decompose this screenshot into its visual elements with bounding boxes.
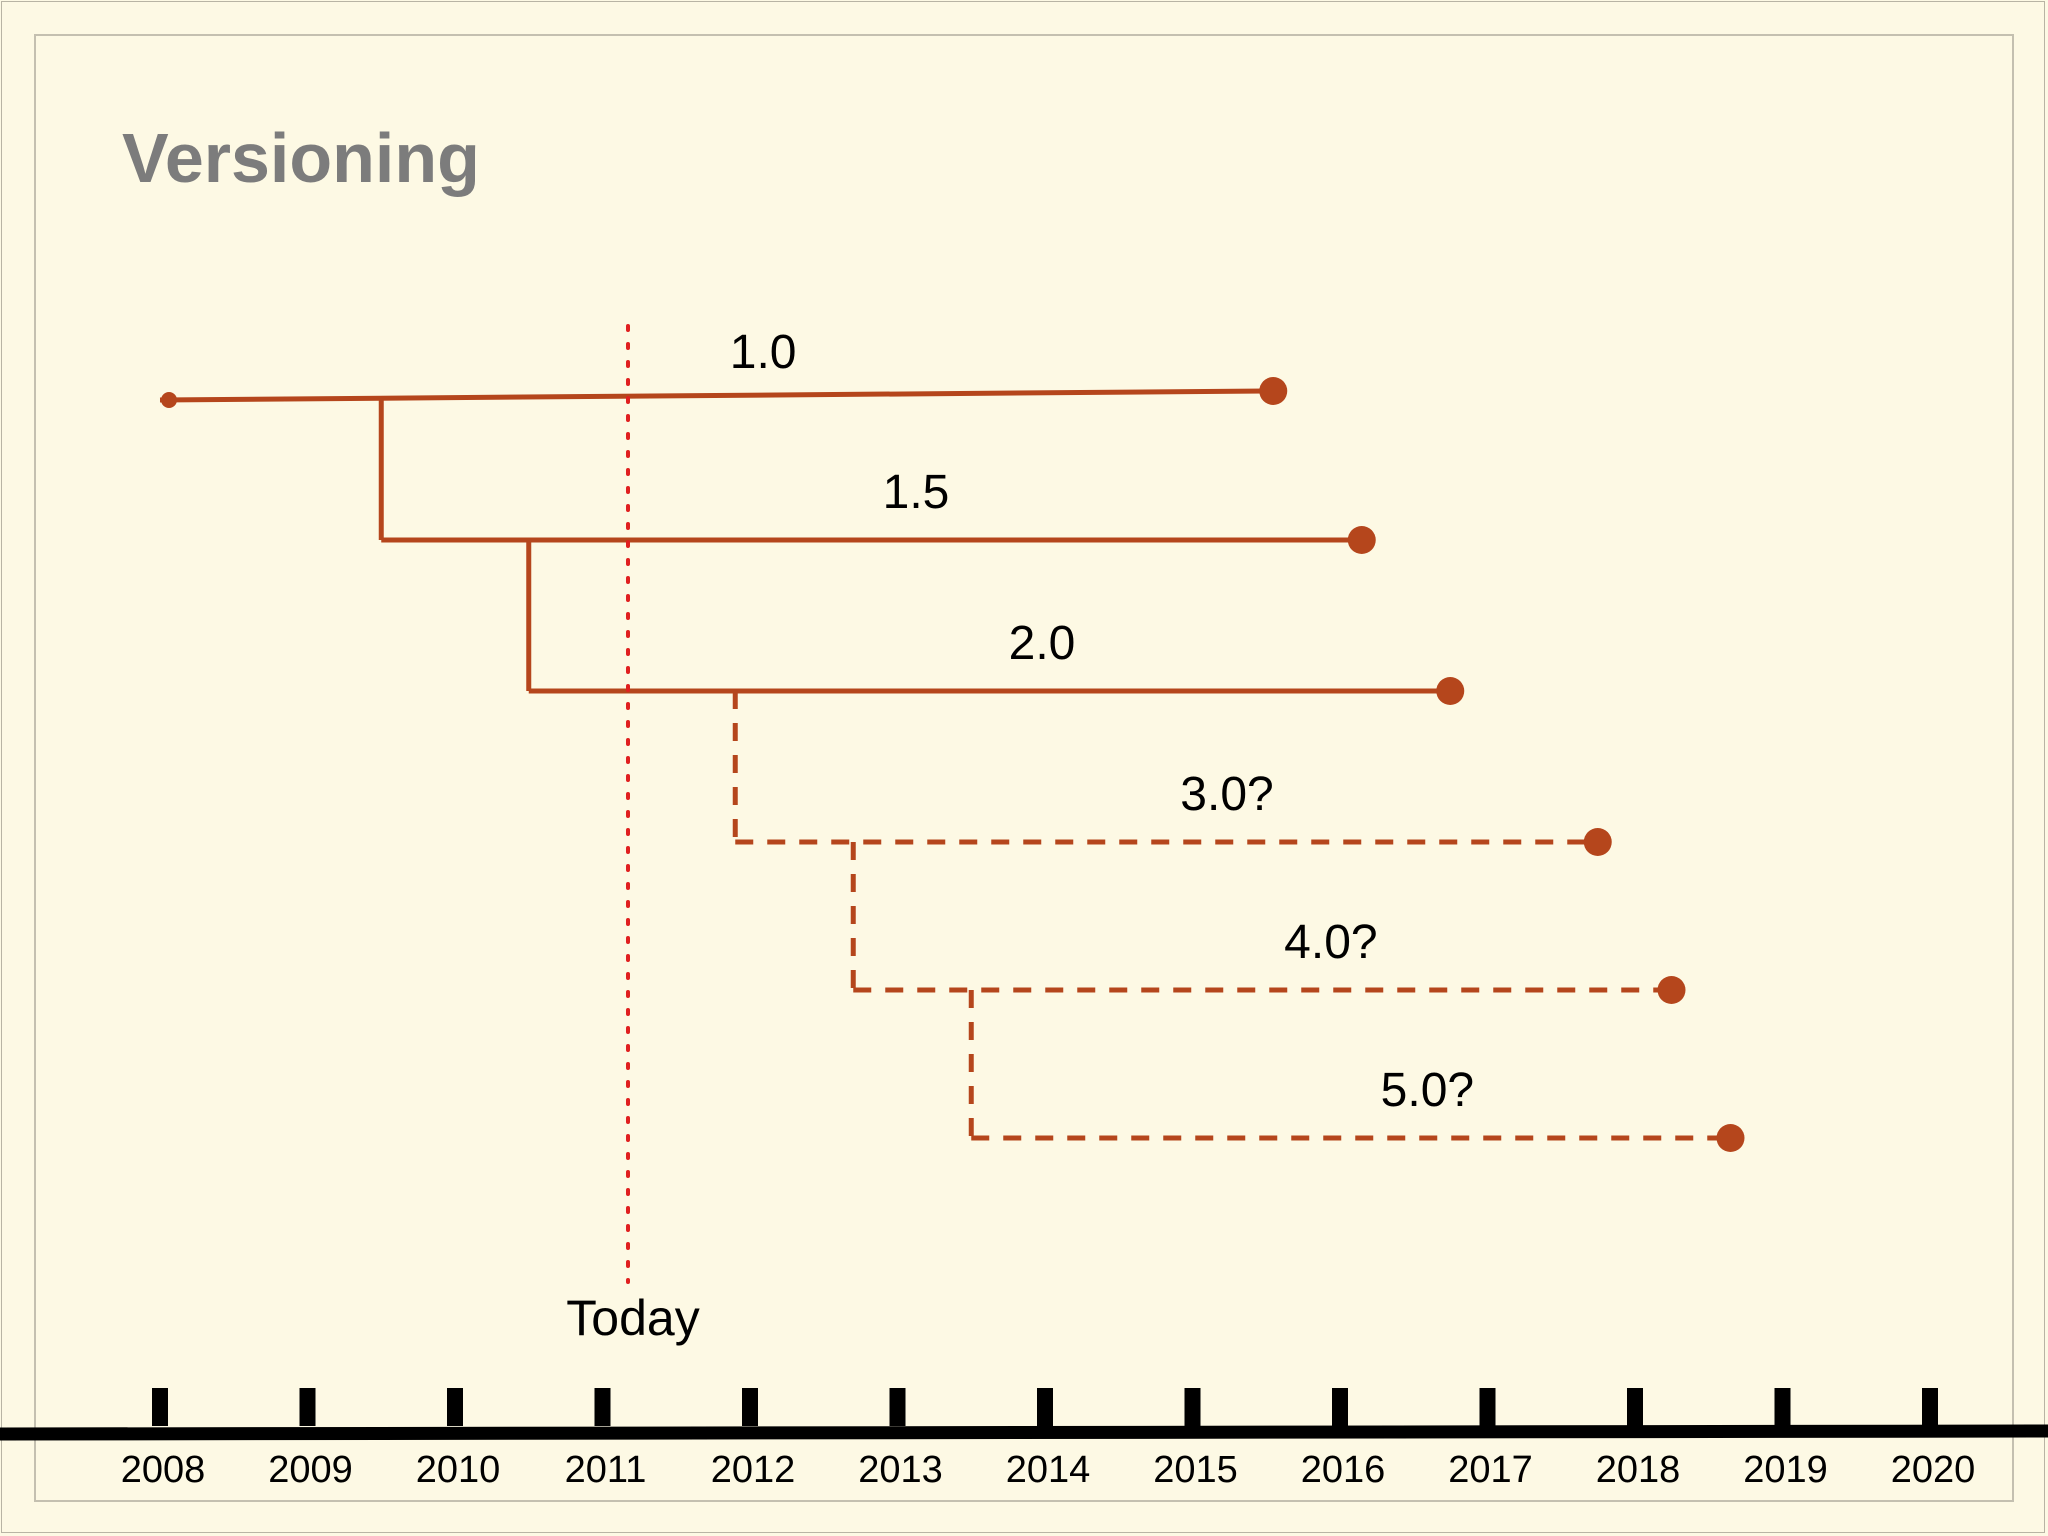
version-end-dot-1 — [1259, 377, 1288, 405]
year-tick-2009 — [299, 1388, 316, 1426]
today-label: Today — [566, 1290, 699, 1346]
year-tick-2017 — [1479, 1388, 1496, 1426]
year-label-2008: 2008 — [121, 1449, 206, 1491]
year-tick-2014 — [1037, 1388, 1053, 1426]
version-label-4: 3.0? — [1180, 768, 1273, 821]
year-tick-2008 — [152, 1388, 168, 1426]
year-tick-2011 — [594, 1388, 611, 1426]
version-label-6: 5.0? — [1381, 1064, 1474, 1117]
version-label-5: 4.0? — [1284, 916, 1377, 969]
year-tick-2020 — [1922, 1388, 1938, 1426]
version-label-1: 1.0 — [730, 326, 797, 379]
version-start-dot — [161, 392, 177, 408]
version-branches: 1.0 1.5 2.0 3.0? 4.0? 5.0? — [159, 326, 1745, 1152]
year-label-2018: 2018 — [1596, 1449, 1681, 1491]
version-line-1 — [159, 388, 1267, 403]
version-label-3: 2.0 — [1009, 617, 1076, 670]
year-label-2015: 2015 — [1153, 1449, 1238, 1491]
year-label-2009: 2009 — [268, 1449, 353, 1491]
year-tick-2010 — [447, 1388, 463, 1426]
year-label-2014: 2014 — [1006, 1449, 1091, 1491]
year-label-2010: 2010 — [416, 1449, 501, 1491]
version-end-dot-2 — [1347, 526, 1376, 554]
year-tick-2019 — [1774, 1388, 1791, 1426]
year-label-2016: 2016 — [1301, 1449, 1386, 1491]
version-end-dot-3 — [1436, 677, 1465, 705]
year-tick-2013 — [889, 1388, 906, 1426]
version-end-dot-6 — [1716, 1124, 1745, 1152]
timeline-axis: 2008 2009 2010 2011 2012 2013 2014 2015 2016 2017… — [0, 1388, 2048, 1491]
year-label-2019: 2019 — [1743, 1449, 1828, 1491]
year-tick-2015 — [1184, 1388, 1201, 1426]
year-label-2020: 2020 — [1891, 1449, 1976, 1491]
version-label-2: 1.5 — [883, 466, 950, 519]
year-label-2013: 2013 — [858, 1449, 943, 1491]
version-end-dot-5 — [1657, 976, 1686, 1004]
version-end-dot-4 — [1583, 828, 1612, 856]
year-tick-2016 — [1332, 1388, 1348, 1426]
year-tick-2018 — [1627, 1388, 1643, 1426]
timeline-axis-line — [0, 1424, 2048, 1441]
year-label-2012: 2012 — [711, 1449, 796, 1491]
today-marker: Today — [566, 324, 700, 1346]
year-label-2017: 2017 — [1448, 1449, 1533, 1491]
year-tick-2012 — [742, 1388, 758, 1426]
slide-title: Versioning — [122, 119, 480, 197]
slide-inner-border — [34, 34, 2014, 1502]
year-label-2011: 2011 — [565, 1449, 647, 1491]
